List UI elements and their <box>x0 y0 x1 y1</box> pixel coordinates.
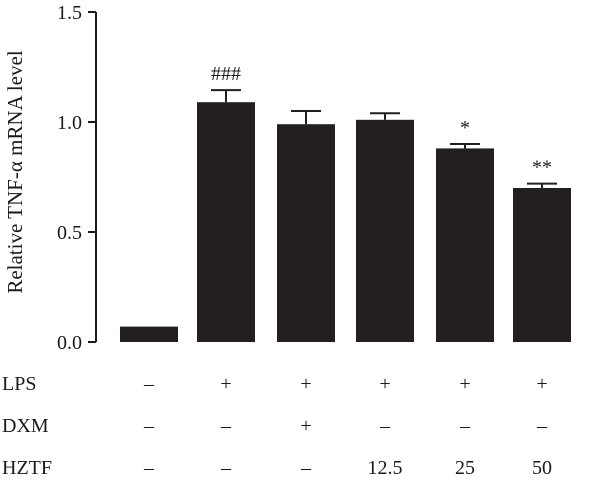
bar <box>436 148 494 342</box>
y-tick-label: 0.0 <box>57 332 82 354</box>
condition-cell: – <box>379 415 391 437</box>
bar <box>513 188 571 342</box>
significance-annotations: ###*** <box>211 63 552 179</box>
significance-label: ### <box>211 63 241 85</box>
condition-cell: + <box>220 373 231 395</box>
condition-cell: + <box>536 373 547 395</box>
y-tick-label: 0.5 <box>57 222 82 244</box>
condition-cell: – <box>143 373 155 395</box>
condition-cell: – <box>220 457 232 479</box>
significance-label: ** <box>532 157 552 179</box>
y-axis-label: Relative TNF-α mRNA level <box>3 50 27 294</box>
condition-cell: + <box>379 373 390 395</box>
condition-cell: 12.5 <box>368 457 403 479</box>
condition-cell: – <box>220 415 232 437</box>
condition-cell: – <box>300 457 312 479</box>
y-tick-label: 1.0 <box>57 112 82 134</box>
bar <box>277 124 335 342</box>
condition-cell: – <box>143 457 155 479</box>
condition-cell: + <box>459 373 470 395</box>
condition-cell: – <box>536 415 548 437</box>
condition-cell: 50 <box>532 457 552 479</box>
bar-series <box>120 102 571 342</box>
condition-cell: + <box>300 415 311 437</box>
condition-cell: – <box>459 415 471 437</box>
error-bars <box>211 89 557 188</box>
condition-cell: – <box>143 415 155 437</box>
bar <box>120 326 178 342</box>
condition-row-label: HZTF <box>2 457 52 479</box>
y-tick-label: 1.5 <box>57 2 82 24</box>
condition-cell: + <box>300 373 311 395</box>
significance-label: * <box>460 117 470 139</box>
condition-row-label: LPS <box>2 373 36 395</box>
bar <box>197 102 255 342</box>
condition-cell: 25 <box>455 457 475 479</box>
chart-axes: 0.0 0.5 1.0 1.5 <box>57 2 97 354</box>
condition-table: LPS – + + + + + DXM – – + – – – HZTF – – – 12.5 25 50 <box>2 373 552 479</box>
condition-row-label: DXM <box>2 415 49 437</box>
bar <box>356 119 414 342</box>
